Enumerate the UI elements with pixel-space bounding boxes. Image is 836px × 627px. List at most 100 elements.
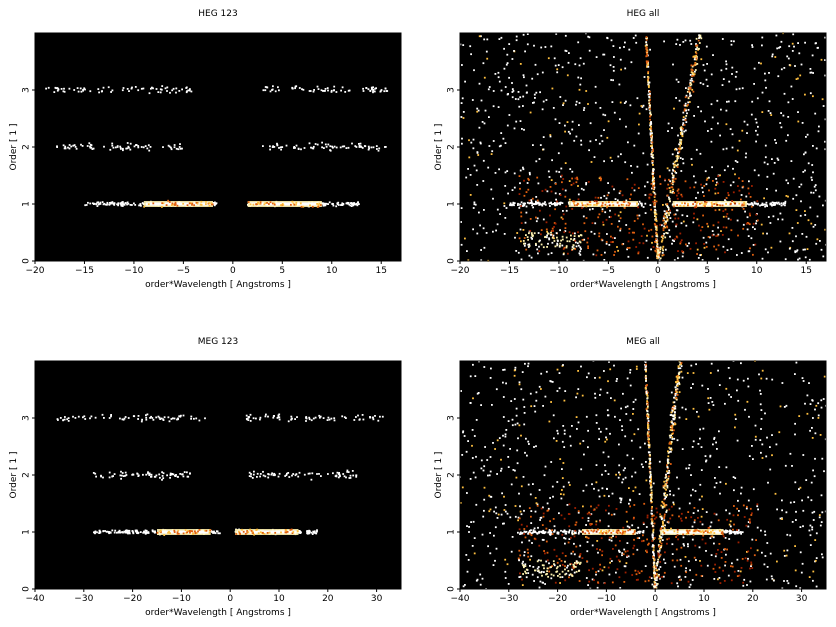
event-mark <box>780 40 783 43</box>
event-mark <box>504 558 507 561</box>
event-mark <box>672 409 675 412</box>
event-mark <box>595 56 598 58</box>
event-mark <box>620 203 623 206</box>
event-mark <box>610 536 613 539</box>
event-mark <box>576 392 579 395</box>
event-mark <box>522 168 525 171</box>
event-mark <box>677 367 680 370</box>
event-mark <box>717 257 719 260</box>
event-mark <box>653 186 656 189</box>
event-mark <box>353 202 355 204</box>
event-mark <box>676 391 678 393</box>
event-mark <box>689 583 692 586</box>
event-mark <box>550 45 553 48</box>
event-mark <box>634 398 637 401</box>
event-mark <box>340 204 342 206</box>
event-mark <box>667 183 670 186</box>
event-mark <box>650 248 652 251</box>
event-mark <box>644 202 647 205</box>
event-mark <box>531 233 533 236</box>
event-mark <box>681 135 684 138</box>
event-mark <box>789 452 792 455</box>
event-mark <box>817 130 820 133</box>
event-mark <box>110 91 112 93</box>
event-mark <box>533 405 536 407</box>
event-mark <box>318 473 320 475</box>
event-mark <box>685 94 688 97</box>
event-mark <box>534 531 537 534</box>
event-mark <box>129 204 132 206</box>
event-mark <box>522 166 524 169</box>
event-mark <box>668 198 671 201</box>
event-mark <box>667 208 670 211</box>
event-mark <box>737 570 740 572</box>
event-mark <box>469 174 472 176</box>
event-mark <box>480 249 482 251</box>
event-mark <box>676 194 678 197</box>
event-mark <box>482 515 485 518</box>
event-mark <box>679 241 682 243</box>
event-mark <box>613 254 615 256</box>
event-mark <box>812 72 814 74</box>
event-mark <box>523 244 526 247</box>
event-mark <box>676 476 678 479</box>
event-mark <box>653 194 656 197</box>
event-mark <box>213 204 216 207</box>
x-tick-label: 0 <box>655 266 661 276</box>
event-mark <box>723 169 726 172</box>
event-mark <box>624 476 627 479</box>
event-mark <box>555 198 557 201</box>
event-mark <box>521 532 524 534</box>
event-mark <box>82 416 84 419</box>
event-mark <box>763 563 766 566</box>
event-mark <box>268 203 270 205</box>
event-mark <box>509 448 511 450</box>
event-mark <box>182 532 185 535</box>
event-mark <box>679 141 681 144</box>
event-mark <box>317 205 320 208</box>
event-mark <box>791 240 794 243</box>
event-mark <box>177 417 179 420</box>
event-mark <box>717 122 719 125</box>
event-mark <box>508 114 511 116</box>
event-mark <box>506 563 509 566</box>
event-mark <box>728 377 731 380</box>
event-mark <box>177 529 180 532</box>
event-mark <box>613 513 616 516</box>
event-mark <box>187 475 190 478</box>
event-mark <box>568 529 571 532</box>
event-mark <box>556 243 559 246</box>
event-mark <box>714 209 717 212</box>
event-mark <box>467 559 470 561</box>
event-mark <box>322 203 325 205</box>
event-mark <box>794 373 796 375</box>
event-mark <box>551 230 554 232</box>
event-mark <box>677 192 680 195</box>
event-mark <box>121 474 123 477</box>
event-mark <box>611 160 613 162</box>
event-mark <box>560 529 562 532</box>
event-mark <box>170 418 173 420</box>
event-mark <box>470 521 472 523</box>
event-mark <box>537 182 540 185</box>
event-mark <box>179 143 181 145</box>
event-mark <box>692 512 695 514</box>
event-mark <box>582 62 585 65</box>
event-mark <box>659 257 662 260</box>
event-mark <box>600 196 602 199</box>
event-mark <box>725 60 727 63</box>
event-mark <box>519 510 522 513</box>
event-mark <box>756 549 759 552</box>
event-mark <box>699 229 702 232</box>
event-mark <box>619 419 621 421</box>
event-mark <box>575 532 577 535</box>
event-mark <box>549 135 552 138</box>
event-mark <box>106 202 109 205</box>
event-mark <box>527 246 530 248</box>
event-mark <box>769 552 772 555</box>
event-mark <box>626 247 629 249</box>
event-mark <box>564 227 567 229</box>
event-mark <box>670 391 673 394</box>
event-mark <box>594 222 597 225</box>
event-mark <box>595 422 598 424</box>
